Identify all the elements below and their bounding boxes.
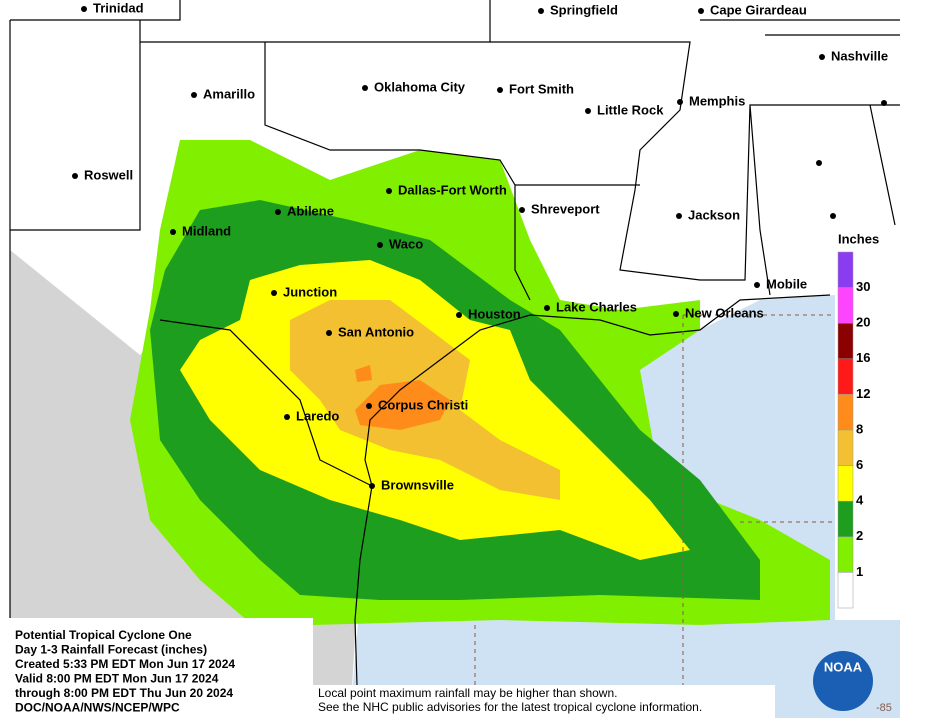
city-label: Nashville [831,48,888,63]
city-label: Abilene [287,203,334,218]
city-dot [369,483,375,489]
city-label: Jackson [688,207,740,222]
legend-label: 30 [856,279,870,294]
borders [9,0,900,719]
corner-label: -85 [876,702,892,714]
legend-swatch [837,251,854,288]
header-line: DOC/NOAA/NWS/NCEP/WPC [15,701,180,715]
header-line: Valid 8:00 PM EDT Mon Jun 17 2024 [15,672,219,686]
gridlines [474,314,835,718]
legend-swatch [837,394,854,431]
city-label: Oklahoma City [374,79,466,94]
header-line: Created 5:33 PM EDT Mon Jun 17 2024 [15,657,235,671]
city-dot [754,282,760,288]
city-dot [830,213,836,219]
city-label: Junction [283,284,337,299]
legend-label: 8 [856,421,863,436]
city-label: Mobile [766,276,807,291]
city-dot [519,207,525,213]
city-dot [170,229,176,235]
city-label: Lake Charles [556,299,637,314]
city-label: Houston [468,306,521,321]
city-dot [673,311,679,317]
city-label: Shreveport [531,201,600,216]
city-dot [677,99,683,105]
logo [813,651,873,711]
city-label: Midland [182,223,231,238]
city-dot [81,6,87,12]
footer-line: See the NHC public advisories for the la… [318,700,702,714]
city-label: Corpus Christi [378,397,468,412]
rain-8 [355,365,450,430]
city-dot [585,108,591,114]
city-dot [284,414,290,420]
city-dot [72,173,78,179]
legend-swatch [837,500,854,538]
city-dot [456,312,462,318]
city-label: Waco [389,236,423,251]
legend-label: 20 [856,315,870,330]
city-dot [191,92,197,98]
legend-label: 6 [856,457,863,472]
city-dot [386,188,392,194]
legend-swatch [837,358,854,395]
footer-box [313,685,775,718]
city-dot [326,330,332,336]
legend-label: 2 [856,528,863,543]
city-label: Laredo [296,408,339,423]
city-label: Fort Smith [509,81,574,96]
city-dot [816,160,822,166]
city-dot [275,209,281,215]
city-dot [544,305,550,311]
legend-label: 1 [856,564,863,579]
legend-swatch [837,287,854,324]
city-label: Memphis [689,93,745,108]
legend-label: 16 [856,350,870,365]
legend-swatch [837,429,854,466]
city-dot [362,85,368,91]
city-dot [497,87,503,93]
city-label: New Orleans [685,305,764,320]
legend-title: Inches [838,231,879,246]
city-label: Amarillo [203,86,255,101]
city-label: Cape Girardeau [710,2,807,17]
header-line: through 8:00 PM EDT Thu Jun 20 2024 [15,686,233,700]
city-label: Roswell [84,167,133,182]
city-dot [698,8,704,14]
city-dot [377,242,383,248]
legend-label: 12 [856,386,870,401]
legend-swatch [837,572,854,609]
city-dot [271,290,277,296]
city-dot [881,100,887,106]
footer-line: Local point maximum rainfall may be high… [318,686,617,700]
city-label: Brownsville [381,477,454,492]
city-dot [366,403,372,409]
city-dot [819,54,825,60]
legend-swatch [837,322,854,360]
city-dot [676,213,682,219]
city-label: San Antonio [338,324,414,339]
legend-label: 4 [856,493,864,508]
city-label: Little Rock [597,102,664,117]
legend-swatch [837,465,854,502]
header-box [10,618,313,718]
city-label: Trinidad [93,0,144,15]
logo-text: NOAA [824,659,863,674]
header-line: Potential Tropical Cyclone One [15,628,192,642]
legend-swatch [837,536,854,573]
city-label: Dallas-Fort Worth [398,182,507,197]
header-line: Day 1-3 Rainfall Forecast (inches) [15,643,207,657]
city-dot [538,8,544,14]
city-label: Springfield [550,2,618,17]
